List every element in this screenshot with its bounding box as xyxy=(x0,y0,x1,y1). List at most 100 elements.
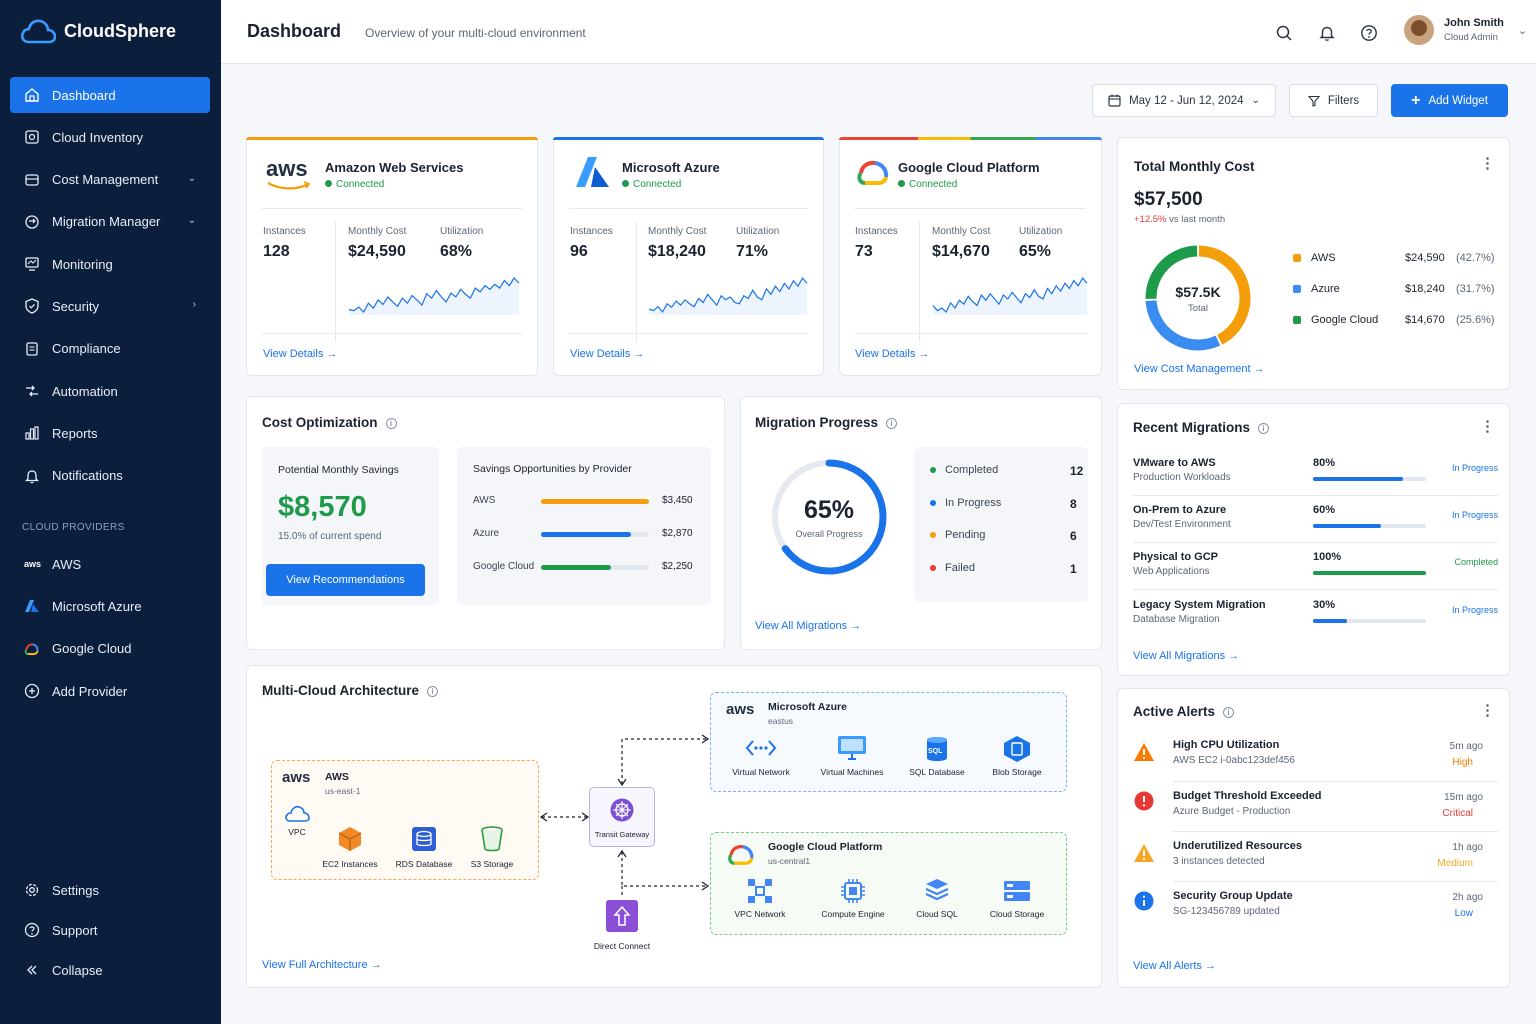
info-icon[interactable]: i xyxy=(385,417,397,429)
cloud-sql-service[interactable]: Cloud SQL xyxy=(897,877,977,919)
sidebar-item-reports[interactable]: Reports xyxy=(10,415,210,451)
alert-row[interactable]: High CPU Utilization AWS EC2 i-0abc123de… xyxy=(1133,739,1498,783)
shield-icon xyxy=(25,298,39,315)
utilization-label: Utilization xyxy=(440,226,484,237)
view-all-migrations-link[interactable]: View All Migrations xyxy=(1133,650,1239,662)
chevron-right-icon: › xyxy=(192,299,196,311)
migration-row[interactable]: Legacy System Migration Database Migrati… xyxy=(1133,599,1498,625)
info-icon[interactable]: i xyxy=(886,417,898,429)
rds-service[interactable]: RDS Database xyxy=(384,825,464,869)
sidebar-item-cloud-inventory[interactable]: Cloud Inventory xyxy=(10,119,210,155)
migration-row[interactable]: On-Prem to Azure Dev/Test Environment 60… xyxy=(1133,504,1498,530)
utilization-sparkline xyxy=(932,276,1088,315)
network-icon xyxy=(745,740,777,756)
cloud-storage-service[interactable]: Cloud Storage xyxy=(977,877,1057,919)
sidebar-item-migration-manager[interactable]: Migration Manager ⌄ xyxy=(10,204,210,240)
migration-status: Completed xyxy=(1454,557,1498,567)
savings-amount: $8,570 xyxy=(278,491,367,523)
sidebar-item-cost-management[interactable]: Cost Management ⌄ xyxy=(10,162,210,198)
sidebar-item-azure[interactable]: Microsoft Azure xyxy=(10,588,210,624)
filters-label: Filters xyxy=(1327,94,1360,107)
user-menu[interactable]: John Smith Cloud Admin ⌄ xyxy=(1404,15,1527,45)
sidebar-item-label: Dashboard xyxy=(52,87,116,103)
sidebar-item-google-cloud[interactable]: Google Cloud xyxy=(10,631,210,667)
card-title: Active Alerts i xyxy=(1133,704,1235,719)
direct-connect[interactable]: Direct Connect xyxy=(589,899,655,951)
sidebar-item-automation[interactable]: Automation xyxy=(10,373,210,409)
info-icon[interactable]: i xyxy=(1223,706,1235,718)
alert-time: 15m ago xyxy=(1444,792,1483,803)
virtual-machines-service[interactable]: Virtual Machines xyxy=(812,735,892,777)
divider xyxy=(855,333,1086,334)
blob-storage-service[interactable]: Blob Storage xyxy=(977,735,1057,777)
alert-row[interactable]: Budget Threshold Exceeded Azure Budget -… xyxy=(1133,790,1498,834)
date-range-label: May 12 - Jun 12, 2024 xyxy=(1129,94,1244,107)
sidebar-item-collapse[interactable]: Collapse xyxy=(10,952,210,988)
date-range-picker[interactable]: May 12 - Jun 12, 2024 ⌄ xyxy=(1092,84,1276,117)
view-all-alerts-link[interactable]: View All Alerts xyxy=(1133,960,1216,972)
sidebar-item-compliance[interactable]: Compliance xyxy=(10,331,210,367)
legend-name: Completed xyxy=(945,464,999,476)
error-icon xyxy=(1134,791,1154,811)
azure-region-id: eastus xyxy=(768,716,794,726)
migration-row[interactable]: Physical to GCP Web Applications 100% Co… xyxy=(1133,551,1498,577)
donut-slice-google-cloud[interactable] xyxy=(1145,245,1198,299)
sidebar-item-dashboard[interactable]: Dashboard xyxy=(10,77,210,113)
service-label: Cloud Storage xyxy=(989,909,1045,919)
azure-region-name: Microsoft Azure xyxy=(768,701,847,713)
add-widget-button[interactable]: + Add Widget xyxy=(1391,84,1508,117)
utilization-value: 68% xyxy=(440,243,473,260)
divider xyxy=(1133,542,1498,543)
view-details-link[interactable]: View Details xyxy=(855,348,929,360)
legend-dot xyxy=(930,532,936,539)
sql-badge: SQL xyxy=(928,748,943,755)
sidebar-item-aws[interactable]: aws AWS xyxy=(10,546,210,582)
sidebar-item-support[interactable]: Support xyxy=(10,912,210,948)
migration-row[interactable]: VMware to AWS Production Workloads 80% I… xyxy=(1133,457,1498,483)
more-options-icon[interactable]: ⋮ xyxy=(1480,155,1495,172)
transit-gateway[interactable]: Transit Gateway xyxy=(589,787,655,847)
info-icon[interactable]: i xyxy=(427,685,438,697)
monitor-icon xyxy=(25,257,39,271)
view-all-migrations-link[interactable]: View All Migrations xyxy=(755,620,861,632)
vm-monitor-icon xyxy=(838,736,866,760)
donut-slice-azure[interactable] xyxy=(1145,300,1221,351)
donut-slice-aws[interactable] xyxy=(1198,245,1251,345)
ec2-service[interactable]: EC2 Instances xyxy=(310,825,390,869)
virtual-network-service[interactable]: Virtual Network xyxy=(721,735,801,777)
aws-logo-icon: aws xyxy=(726,701,755,718)
opp-bar-track xyxy=(541,565,649,570)
monthly-cost-label: Monthly Cost xyxy=(348,226,407,237)
view-details-link[interactable]: View Details xyxy=(570,348,644,360)
sidebar-item-settings[interactable]: Settings xyxy=(10,872,210,908)
s3-service[interactable]: S3 Storage xyxy=(452,825,532,869)
sql-database-service[interactable]: SQL SQL Database xyxy=(897,735,977,777)
filters-button[interactable]: Filters xyxy=(1289,84,1378,117)
providers-nav: aws AWS Microsoft Azure Google Cloud Add… xyxy=(10,546,210,716)
search-icon[interactable] xyxy=(1275,24,1293,42)
view-recommendations-button[interactable]: View Recommendations xyxy=(266,564,425,596)
sidebar-item-security[interactable]: Security › xyxy=(10,288,210,324)
page-subtitle: Overview of your multi-cloud environment xyxy=(365,26,586,40)
migration-bar-fill xyxy=(1313,477,1404,481)
info-icon[interactable]: i xyxy=(1258,422,1270,434)
service-label: Virtual Machines xyxy=(820,767,884,777)
view-details-link[interactable]: View Details xyxy=(263,348,337,360)
vpc-network-service[interactable]: VPC Network xyxy=(720,877,800,919)
more-options-icon[interactable]: ⋮ xyxy=(1480,702,1495,719)
bell-icon[interactable] xyxy=(1318,24,1336,42)
sidebar-item-add-provider[interactable]: Add Provider xyxy=(10,673,210,709)
legend-item: Completed 12 xyxy=(930,464,1083,478)
brand[interactable]: CloudSphere xyxy=(20,18,176,44)
more-options-icon[interactable]: ⋮ xyxy=(1480,418,1495,435)
sidebar-item-monitoring[interactable]: Monitoring xyxy=(10,246,210,282)
sidebar-item-notifications[interactable]: Notifications xyxy=(10,458,210,494)
compute-engine-service[interactable]: Compute Engine xyxy=(813,877,893,919)
view-cost-management-link[interactable]: View Cost Management xyxy=(1134,363,1265,375)
connection-status: Connected xyxy=(622,179,681,190)
alert-row[interactable]: Underutilized Resources 3 instances dete… xyxy=(1133,840,1498,884)
alert-severity: High xyxy=(1452,757,1473,768)
view-full-architecture-link[interactable]: View Full Architecture xyxy=(262,959,382,971)
alert-row[interactable]: Security Group Update SG-123456789 updat… xyxy=(1133,890,1498,934)
help-icon[interactable] xyxy=(1360,24,1378,42)
